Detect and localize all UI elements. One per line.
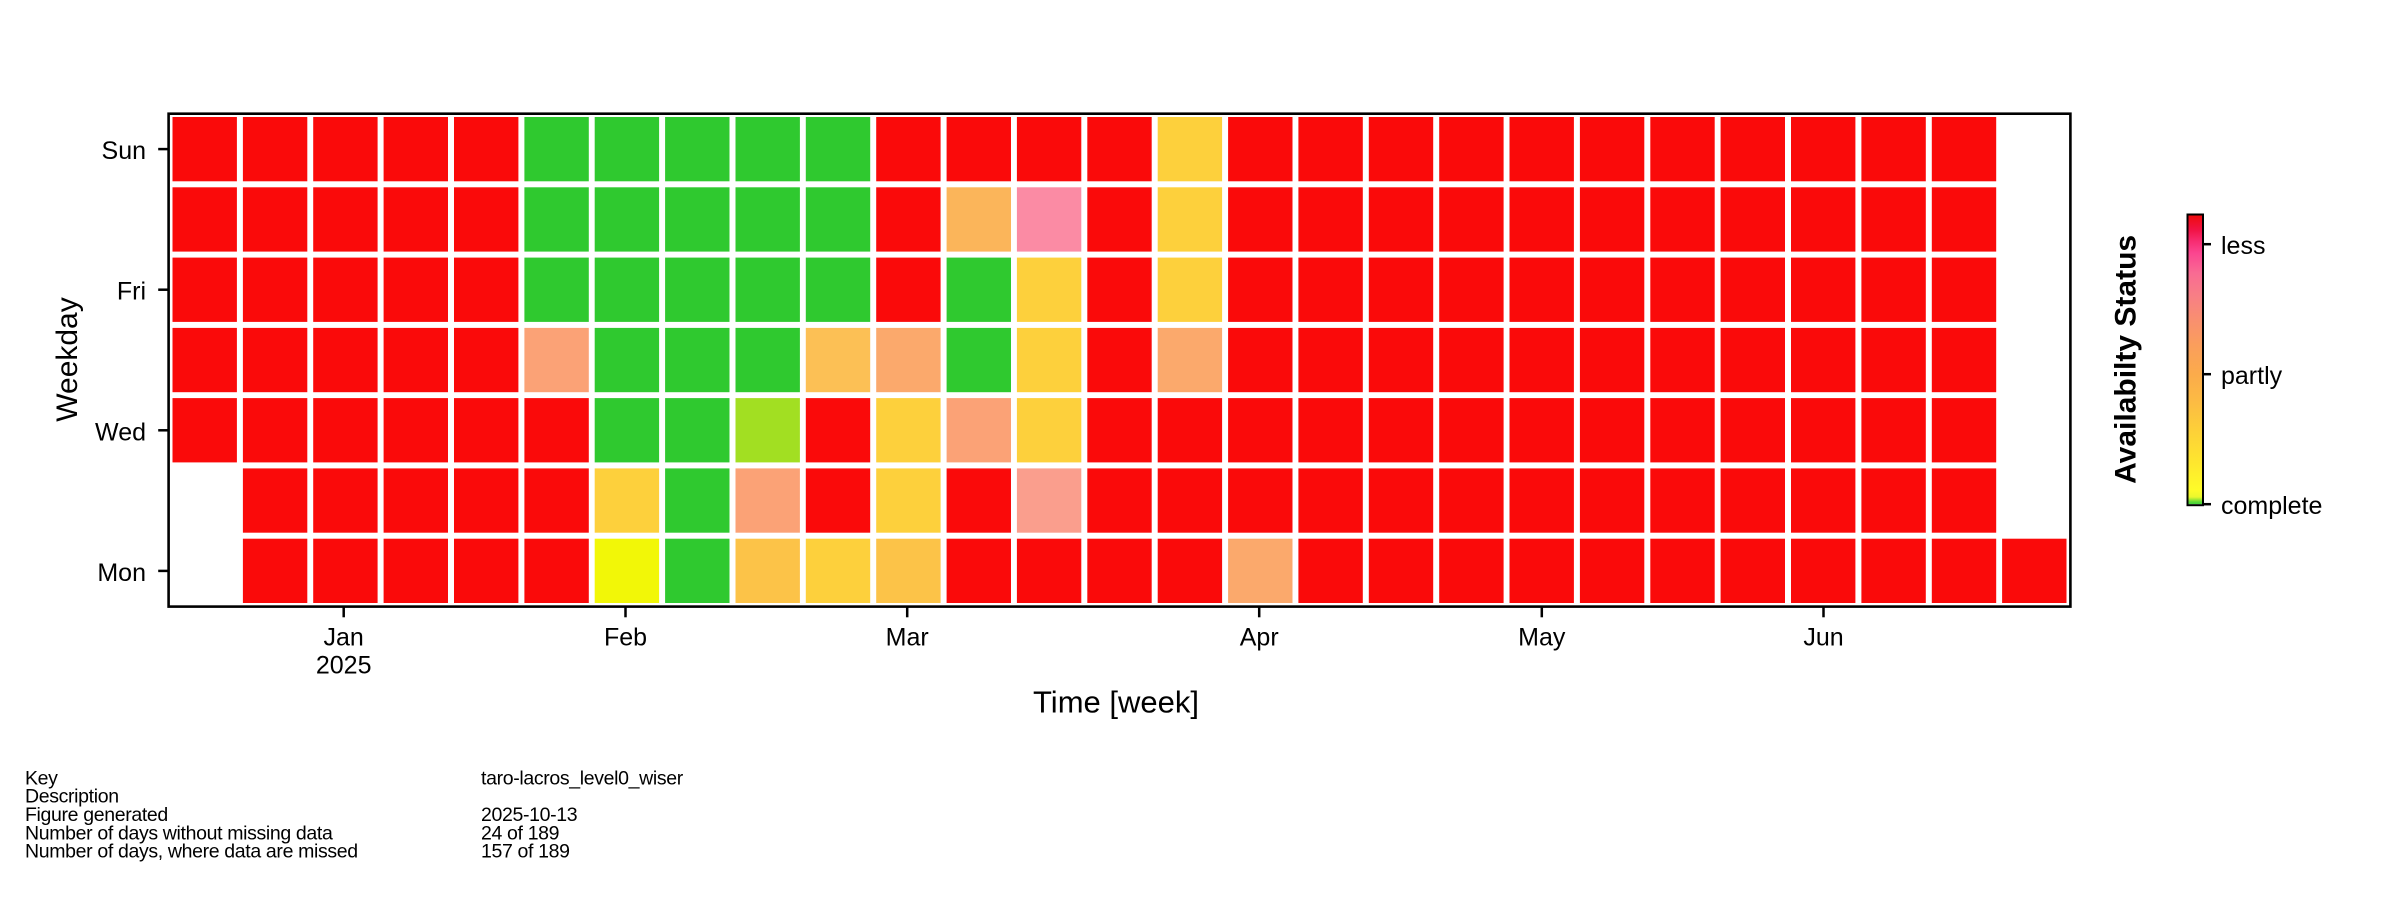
svg-text:Time [week]: Time [week]: [1033, 685, 1199, 720]
svg-text:Fri: Fri: [117, 278, 146, 306]
svg-text:Apr: Apr: [1240, 623, 1279, 651]
svg-text:Jun: Jun: [1803, 623, 1843, 651]
svg-text:Mar: Mar: [886, 623, 929, 651]
svg-text:Description: Description: [25, 786, 119, 808]
svg-text:May: May: [1518, 623, 1566, 651]
svg-text:Number of days without missing: Number of days without missing data: [25, 822, 333, 844]
svg-text:Weekday: Weekday: [51, 297, 84, 422]
svg-text:2025-10-13: 2025-10-13: [481, 804, 577, 826]
svg-text:Sun: Sun: [102, 137, 146, 165]
svg-text:Feb: Feb: [604, 623, 647, 651]
svg-text:complete: complete: [2221, 492, 2322, 520]
svg-text:157 of 189: 157 of 189: [481, 841, 570, 863]
svg-text:partly: partly: [2221, 362, 2283, 390]
svg-text:taro-lacros_level0_wiser: taro-lacros_level0_wiser: [481, 767, 684, 789]
svg-text:Mon: Mon: [97, 559, 146, 587]
svg-text:Wed: Wed: [95, 418, 146, 446]
svg-text:Key: Key: [25, 767, 58, 789]
svg-text:Figure generated: Figure generated: [25, 804, 168, 826]
svg-text:Jan: Jan: [324, 623, 364, 651]
svg-text:less: less: [2221, 232, 2265, 260]
svg-text:2025: 2025: [316, 651, 372, 679]
svg-text:24 of 189: 24 of 189: [481, 822, 559, 844]
svg-text:Availabilty Status: Availabilty Status: [2110, 235, 2143, 484]
svg-text:Number of days, where data are: Number of days, where data are missed: [25, 841, 358, 863]
